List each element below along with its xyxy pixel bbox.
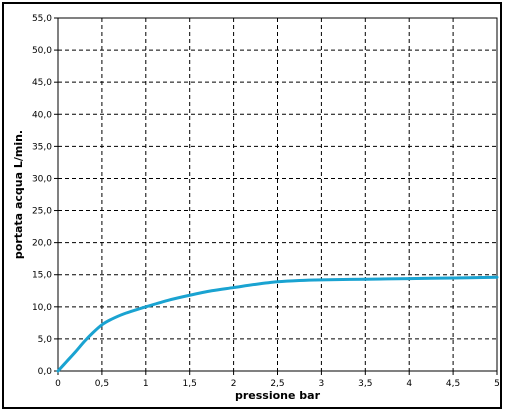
x-tick-label: 3 xyxy=(319,379,325,389)
y-axis-title: portata acqua L/min. xyxy=(12,130,25,259)
y-tick-label: 40,0 xyxy=(32,110,52,120)
y-tick-label: 50,0 xyxy=(32,46,52,56)
series-line xyxy=(56,275,499,373)
x-tick-label: 3,5 xyxy=(358,379,372,389)
y-tick-label: 0,0 xyxy=(38,367,53,377)
x-tick-label: 4 xyxy=(406,379,412,389)
plot-area-border xyxy=(57,17,498,372)
y-tick-label: 45,0 xyxy=(32,78,52,88)
x-tick-label: 5 xyxy=(494,379,500,389)
y-tick-label: 35,0 xyxy=(32,142,52,152)
x-tick-label: 4,5 xyxy=(446,379,460,389)
y-tick-label: 30,0 xyxy=(32,174,52,184)
x-tick-label: 1 xyxy=(143,379,149,389)
x-tick-label: 1,5 xyxy=(183,379,197,389)
y-tick-label: 25,0 xyxy=(32,207,52,217)
y-tick-label: 15,0 xyxy=(32,271,52,281)
x-tick-label: 2,5 xyxy=(270,379,284,389)
y-tick-label: 5,0 xyxy=(38,335,53,345)
y-tick-label: 10,0 xyxy=(32,303,52,313)
y-tick-label: 55,0 xyxy=(32,14,52,24)
y-tick-label: 20,0 xyxy=(32,239,52,249)
x-tick-label: 0,5 xyxy=(95,379,109,389)
x-tick-label: 0 xyxy=(55,379,61,389)
chart-svg: 0 0,5 1 1,5 2 2,5 3 3,5 4 4,5 50,05,010,015,020,02… xyxy=(12,14,500,402)
x-tick-label: 2 xyxy=(231,379,237,389)
chart-frame: 0 0,5 1 1,5 2 2,5 3 3,5 4 4,5 5 0,0 5,0 10,0 15,0 20,0 2… xyxy=(2,2,502,409)
x-axis-title: pressione bar xyxy=(235,389,321,402)
